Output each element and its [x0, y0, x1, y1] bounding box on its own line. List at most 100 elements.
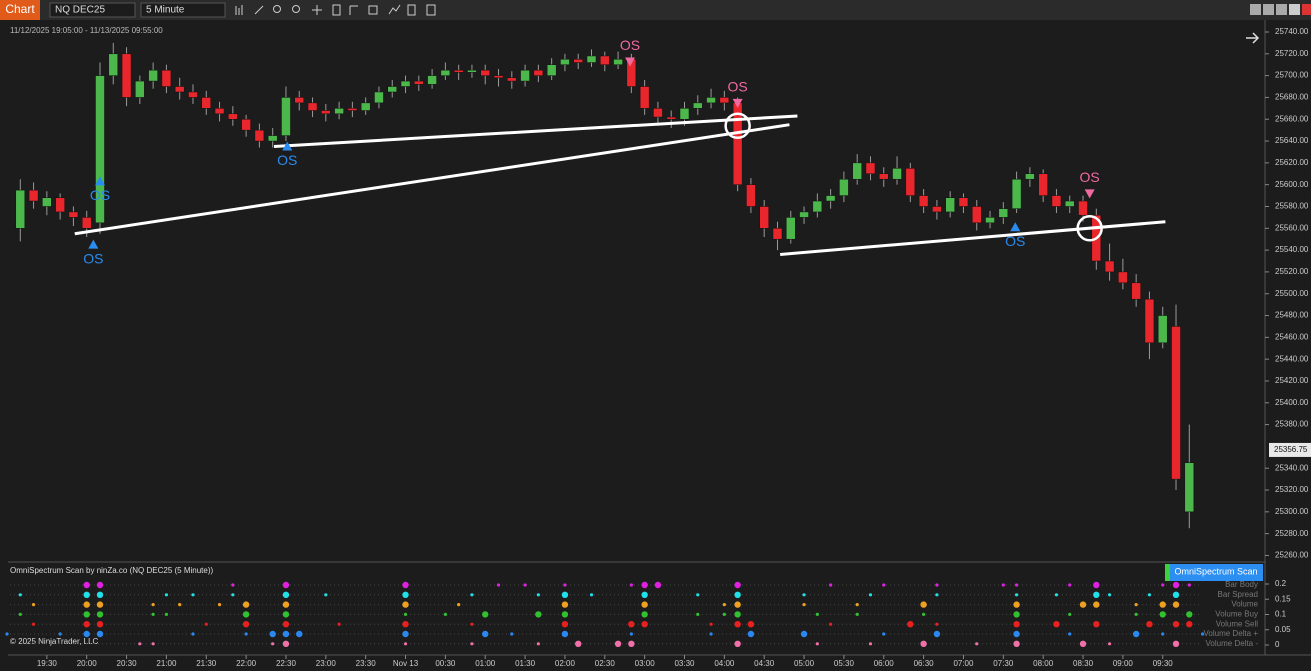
scan-dot: [1093, 621, 1100, 628]
scan-dot: [242, 621, 250, 628]
scan-dot: [641, 611, 648, 618]
candle-body: [998, 208, 1009, 218]
x-tick-label: 03:30: [674, 659, 695, 668]
candle-body: [347, 108, 358, 111]
scan-dot: [151, 642, 155, 646]
chart-tab[interactable]: [0, 0, 40, 20]
scan-dot: [282, 611, 290, 618]
x-tick-label: 05:00: [794, 659, 815, 668]
candle-body: [453, 69, 464, 73]
candle-body: [573, 59, 583, 63]
scan-dot: [457, 603, 461, 607]
scan-dot: [868, 593, 873, 597]
candle-body: [281, 97, 291, 136]
y-tick-label: 25720.00: [1275, 49, 1309, 58]
candle-body: [679, 108, 690, 120]
scan-dot: [1146, 621, 1153, 628]
candle-body: [586, 55, 597, 63]
scan-dot: [282, 581, 290, 589]
indicator-y-tick-label: 0.2: [1275, 579, 1287, 588]
scan-dot: [242, 601, 250, 608]
scan-dot: [96, 591, 104, 598]
candle-body: [493, 75, 504, 79]
scan-dot: [271, 642, 275, 646]
candle-body: [1038, 173, 1048, 196]
scan-dot: [1079, 640, 1087, 647]
candle-body: [653, 108, 663, 118]
scan-dot: [641, 581, 648, 589]
scan-dot: [1134, 612, 1138, 617]
scan-dot: [5, 632, 9, 636]
scan-dot: [563, 583, 567, 587]
candle-body: [693, 102, 703, 109]
candle-body: [613, 59, 623, 65]
y-tick-label: 25480.00: [1275, 311, 1309, 320]
candle-body: [1051, 195, 1062, 207]
candle-body: [400, 80, 411, 87]
y-tick-label: 25560.00: [1275, 223, 1309, 232]
scan-dot: [83, 630, 90, 638]
instrument: NQ DEC25: [55, 5, 105, 16]
date-range: 11/12/2025 19:05:00 - 11/13/2025 09:55:0…: [10, 26, 163, 35]
x-tick-label: 08:00: [1033, 659, 1054, 668]
x-tick-label: 09:30: [1153, 659, 1174, 668]
candle-body: [746, 184, 756, 207]
scan-dot: [536, 593, 540, 597]
scan-dot: [933, 630, 941, 638]
scan-dot: [614, 640, 622, 647]
candle-body: [520, 69, 530, 82]
interval-select[interactable]: [140, 2, 226, 18]
scan-dot: [83, 601, 90, 608]
scan-dot: [561, 611, 569, 618]
row-label: Volume Delta -: [1206, 639, 1259, 648]
scan-dot: [1134, 603, 1138, 607]
scan-dot: [628, 640, 635, 647]
candle-body: [1011, 178, 1022, 209]
scan-dot: [96, 621, 104, 628]
x-tick-label: Nov 13: [393, 659, 419, 668]
scan-dot: [1172, 591, 1180, 598]
y-tick-label: 25260.00: [1275, 551, 1309, 560]
scan-dot: [402, 581, 409, 589]
x-tick-label: 07:00: [953, 659, 974, 668]
scan-dot: [282, 601, 290, 608]
highlight-circle: [1076, 215, 1103, 242]
indicator-y-tick-label: 0.1: [1275, 610, 1287, 619]
scan-dot: [802, 603, 806, 607]
signal-label: OS: [728, 79, 748, 95]
scan-dot: [324, 593, 328, 597]
scroll-arrow[interactable]: [1246, 32, 1260, 44]
scan-dot: [1001, 583, 1005, 587]
candle-body: [360, 102, 371, 111]
scan-dot: [1068, 583, 1072, 587]
scan-dot: [1187, 583, 1191, 587]
instrument-select[interactable]: [49, 2, 136, 18]
candle-body: [985, 217, 995, 224]
scan-button-label: OmniSpectrum Scan: [1174, 566, 1257, 576]
y-tick-label: 25460.00: [1275, 332, 1309, 341]
toolbar-icons[interactable]: [235, 4, 436, 16]
y-tick-label: 25620.00: [1275, 158, 1309, 167]
y-tick-label: 25680.00: [1275, 93, 1309, 102]
candle-body: [214, 108, 225, 115]
scan-dot: [1068, 612, 1072, 617]
y-tick-label: 25340.00: [1275, 463, 1309, 472]
scan-button[interactable]: [1170, 564, 1263, 581]
scan-dot: [231, 593, 235, 597]
scan-dot: [470, 622, 474, 626]
y-tick-label: 25500.00: [1275, 289, 1309, 298]
scan-dot: [641, 621, 648, 628]
trend-line: [74, 123, 790, 236]
candle-body: [188, 91, 198, 98]
scan-dot: [83, 621, 90, 628]
candle-body: [892, 168, 902, 180]
scan-dot: [96, 581, 104, 589]
signal-label: OS: [1080, 169, 1100, 185]
candle-body: [95, 75, 105, 224]
scan-dot: [815, 642, 819, 646]
candle-body: [507, 77, 517, 82]
window-buttons[interactable]: [1250, 4, 1311, 15]
candle-body: [414, 80, 424, 85]
scan-dot: [882, 632, 886, 636]
